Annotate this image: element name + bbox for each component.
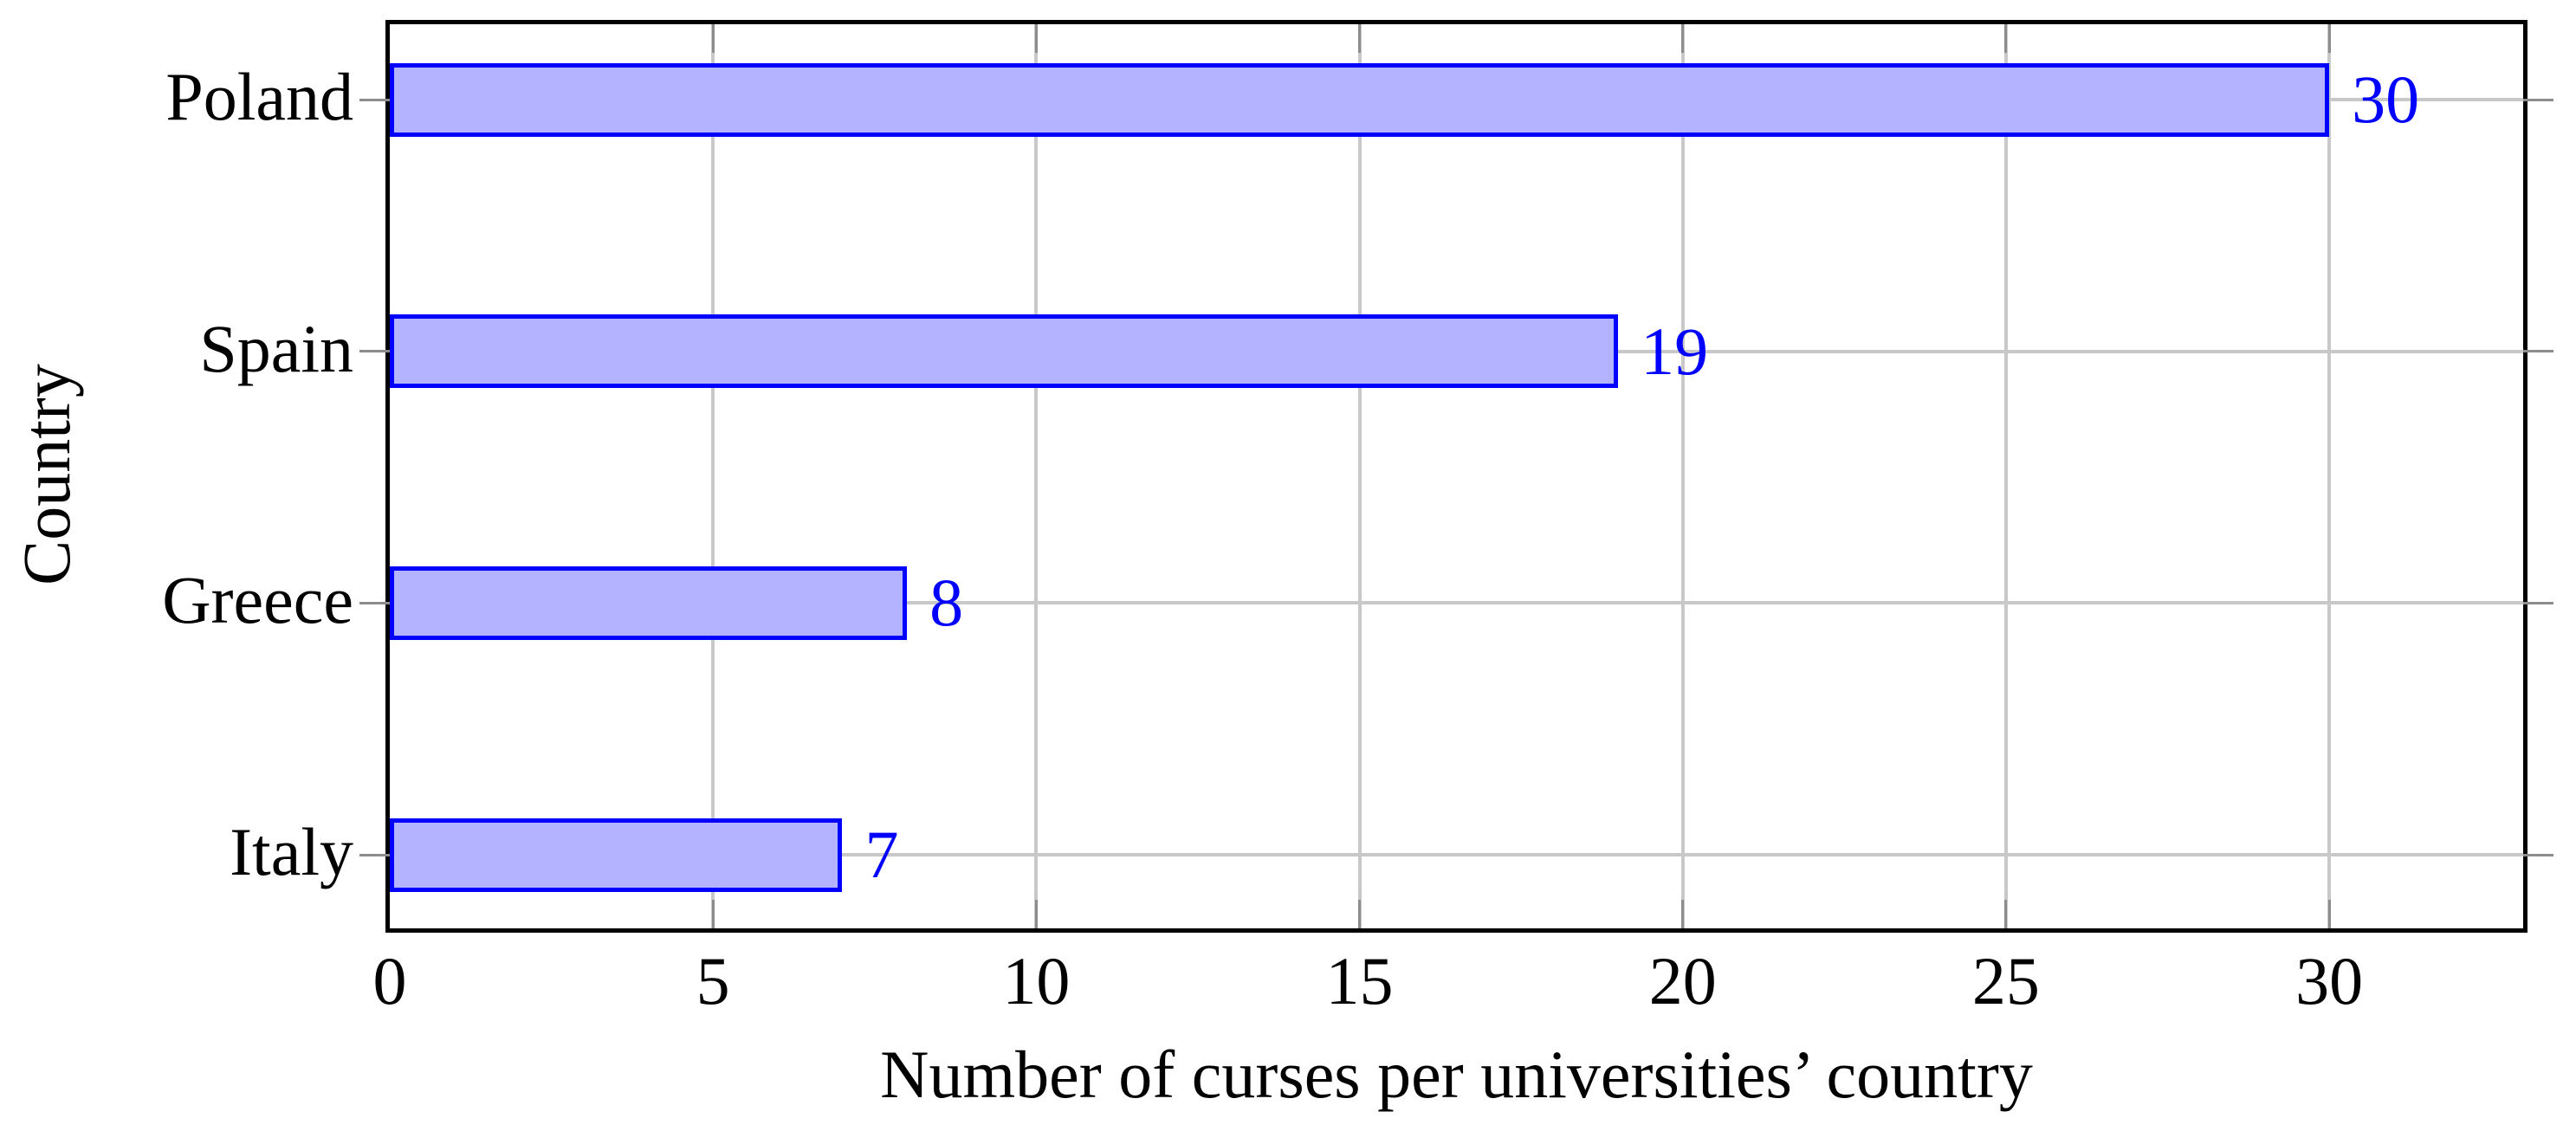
x-tick-bottom-30 [2327, 900, 2331, 928]
y-gridline-italy [390, 853, 2523, 856]
x-gridline-15 [1357, 24, 1362, 928]
bar-greece [390, 566, 908, 640]
y-tick-left-greece [359, 601, 390, 604]
x-tick-bottom-5 [711, 900, 715, 928]
x-tick-top-10 [1034, 24, 1038, 53]
x-tick-top-25 [2004, 24, 2008, 53]
y-gridline-greece [390, 601, 2523, 605]
x-tick-top-15 [1358, 24, 1362, 53]
bar-value-label-greece: 8 [929, 565, 964, 641]
y-tick-left-poland [359, 98, 390, 101]
x-tick-bottom-20 [1681, 900, 1685, 928]
x-gridline-20 [1680, 24, 1685, 928]
x-tick-label-25: 25 [1971, 943, 2040, 1018]
x-tick-top-5 [711, 24, 715, 53]
y-tick-right-greece [2523, 601, 2553, 604]
x-tick-label-15: 15 [1325, 943, 1394, 1018]
x-tick-bottom-15 [1358, 900, 1362, 928]
plot-area: 30 19 8 7 [359, 24, 2553, 928]
bar-value-label-spain: 19 [1641, 313, 1709, 389]
x-gridline-10 [1034, 24, 1039, 928]
bar-value-label-poland: 30 [2352, 61, 2420, 137]
x-tick-label-30: 30 [2295, 943, 2364, 1018]
y-tick-label-italy: Italy [230, 813, 353, 889]
y-tick-left-spain [359, 350, 390, 353]
x-tick-bottom-25 [2004, 900, 2008, 928]
bar-spain [390, 314, 1619, 389]
x-tick-label-0: 0 [372, 943, 407, 1018]
bar-poland [390, 62, 2330, 137]
x-tick-top-20 [1681, 24, 1685, 53]
x-tick-label-10: 10 [1002, 943, 1071, 1018]
y-tick-label-poland: Poland [165, 58, 353, 134]
y-tick-label-spain: Spain [199, 310, 353, 386]
x-tick-bottom-10 [1034, 900, 1038, 928]
y-tick-left-italy [359, 853, 390, 856]
x-gridline-25 [2003, 24, 2008, 928]
x-gridline-5 [711, 24, 715, 928]
bar-italy [390, 818, 843, 892]
x-gridline-30 [2327, 24, 2332, 928]
x-tick-label-20: 20 [1648, 943, 1717, 1018]
y-tick-right-spain [2523, 350, 2553, 353]
x-tick-top-30 [2327, 24, 2331, 53]
y-tick-right-poland [2523, 98, 2553, 101]
y-tick-right-italy [2523, 853, 2553, 856]
x-tick-label-5: 5 [696, 943, 730, 1018]
x-axis-title: Number of curses per universities’ count… [880, 1037, 2033, 1112]
y-tick-label-greece: Greece [162, 562, 353, 638]
y-axis-title: Country [9, 364, 84, 585]
bar-value-label-italy: 7 [864, 817, 899, 892]
